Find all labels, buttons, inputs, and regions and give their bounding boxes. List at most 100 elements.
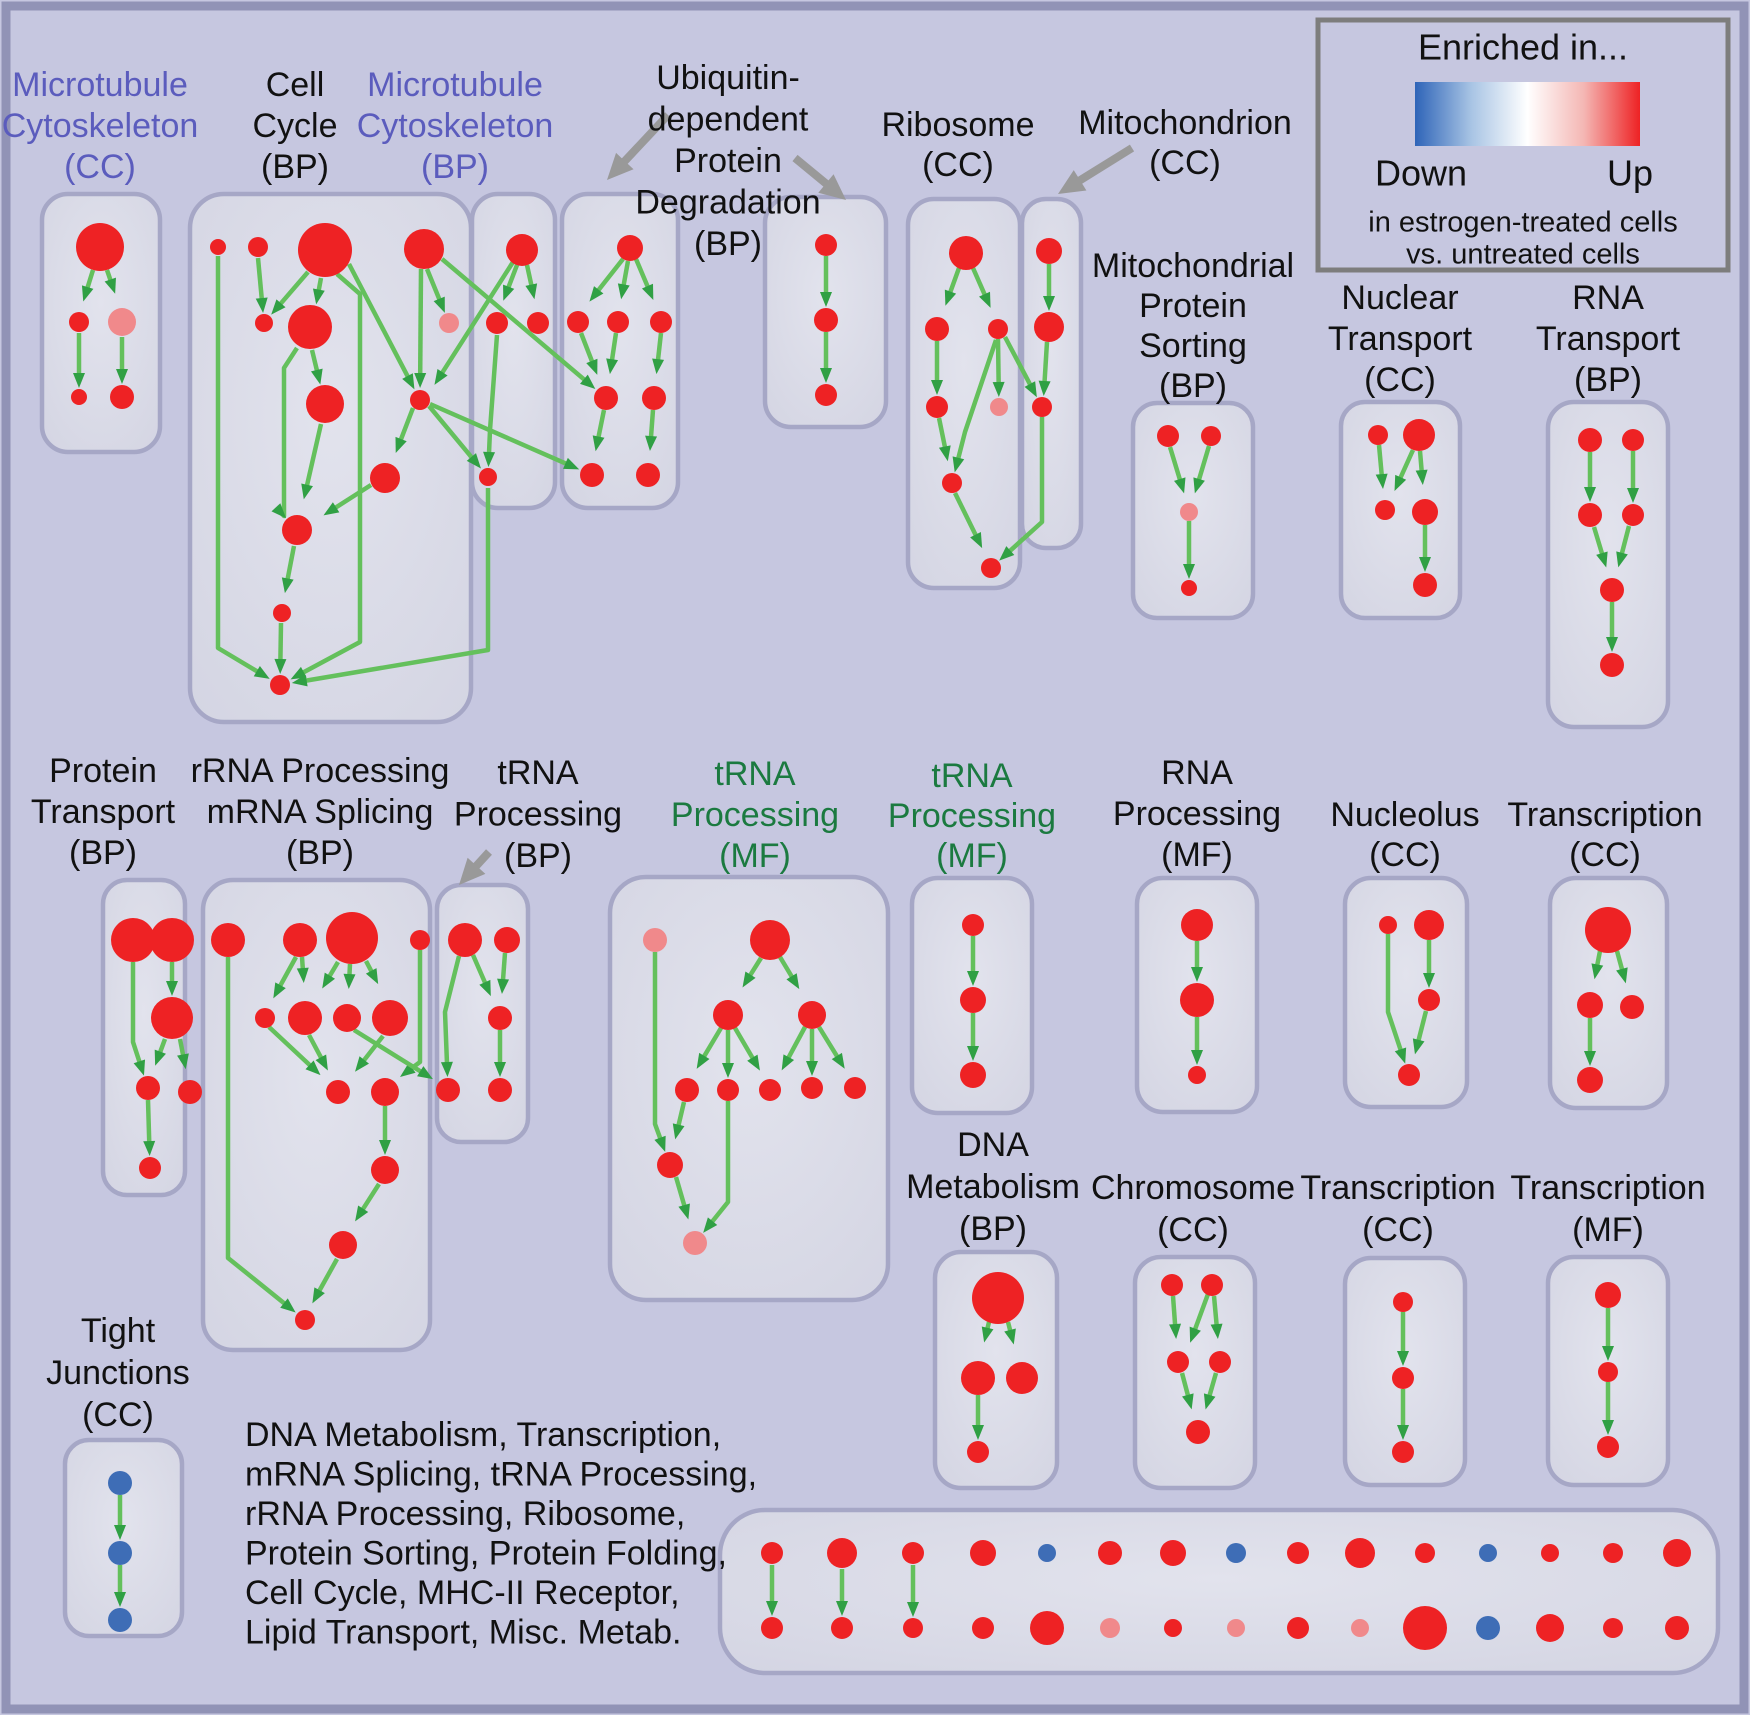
cluster-label-ubiquitin: (BP) [694, 225, 762, 263]
go-term-node [1161, 1274, 1183, 1296]
mitochondrion-arrow [1058, 144, 1135, 194]
edge-cell-cycle [323, 483, 373, 516]
cluster-label-tight-junctions: Junctions [46, 1354, 190, 1392]
go-term-node [1600, 578, 1624, 602]
go-term-node [761, 1617, 783, 1639]
cluster-box-rna-transport [1545, 399, 1671, 730]
edge-protein-transport [166, 962, 178, 996]
cluster-box-shared-strip [717, 1507, 1721, 1676]
edge-cell-cycle [312, 277, 325, 305]
cluster-label-mps: Mitochondrial [1092, 247, 1294, 285]
edge-protein-transport [154, 1038, 168, 1066]
cluster-label-tight-junctions: Tight [81, 1312, 156, 1350]
edge-rna-transport [1584, 452, 1596, 502]
go-term-node [972, 1617, 994, 1639]
edge-cell-cycle [271, 346, 299, 519]
edge-trna-mf-1 [806, 1029, 818, 1076]
cluster-label-trna-mf-2: Processing [888, 797, 1056, 835]
edge-rna-transport [1627, 451, 1639, 503]
go-term-node [1578, 428, 1602, 452]
go-term-node [282, 515, 312, 545]
edge-trna-mf-2 [967, 1013, 979, 1061]
go-term-node [108, 308, 136, 336]
cluster-label-ubiquitin: Ubiquitin- [656, 59, 800, 97]
go-term-node [657, 1152, 683, 1178]
go-term-node [1603, 1543, 1623, 1563]
go-term-node [1379, 916, 1397, 934]
edge-nuclear-transport [1394, 449, 1416, 491]
edge-cell-cycle [255, 257, 268, 314]
cluster-label-ubiquitin: dependent [648, 100, 809, 138]
go-term-node [436, 1078, 460, 1102]
misc-list-line: mRNA Splicing, tRNA Processing, [245, 1455, 757, 1493]
go-term-node [903, 1618, 923, 1638]
edge-mps [1183, 521, 1195, 579]
cluster-label-protein-transport: Protein [49, 752, 157, 790]
edge-trna-mf-1 [817, 1025, 845, 1069]
edge-cell-cycle [290, 272, 363, 680]
misc-list-line: rRNA Processing, Ribosome, [245, 1495, 685, 1533]
cluster-label-trna-mf-2: tRNA [931, 757, 1013, 795]
go-term-node [488, 1078, 512, 1102]
legend: Enriched in... Down Up in estrogen-treated … [1315, 17, 1731, 273]
go-term-node [69, 312, 89, 332]
go-term-node [1665, 1616, 1689, 1640]
cluster-label-ribosome: (CC) [922, 146, 994, 184]
cluster-label-mitochondrion: (CC) [1149, 144, 1221, 182]
cluster-label-trna-bp: (BP) [504, 837, 572, 875]
cluster-label-mt-cc: (CC) [64, 148, 136, 186]
legend-subtitle-1: in estrogen-treated cells [1368, 207, 1678, 239]
edge-ubiq-a [606, 332, 619, 375]
edge-cell-cycle [291, 488, 491, 687]
cluster-boxes [39, 191, 1721, 1676]
go-term-node [1160, 1540, 1186, 1566]
go-term-node [1098, 1541, 1122, 1565]
go-term-node [326, 912, 378, 964]
edge-rrna [352, 1028, 433, 1080]
edge-rna-transport [1616, 525, 1632, 568]
edge-ribosome [999, 417, 1045, 561]
ubiquitin-right-arrow [792, 154, 846, 200]
edge-cell-cycle [395, 407, 416, 454]
go-term-node [488, 1006, 512, 1030]
go-term-node [1032, 397, 1052, 417]
misc-list-line: DNA Metabolism, Transcription, [245, 1416, 721, 1454]
edge-nuclear-transport [1415, 450, 1428, 486]
go-term-node [815, 234, 837, 256]
misc-list-line: Protein Sorting, Protein Folding, [245, 1534, 727, 1572]
edge-trna-mf-1 [778, 955, 800, 990]
go-term-node [1201, 426, 1221, 446]
cluster-label-cell-cycle: (BP) [261, 148, 329, 186]
edge-nuclear-transport [1375, 444, 1388, 490]
go-term-node [210, 239, 226, 255]
go-term-node [108, 1608, 132, 1632]
go-term-node [815, 384, 837, 406]
edge-trna-mf-2 [967, 936, 979, 986]
go-term-node [486, 312, 508, 334]
go-term-node [136, 1076, 160, 1100]
edge-trna-mf-1 [673, 1176, 690, 1220]
edge-ribosome [936, 417, 951, 462]
cluster-label-ribosome: Ribosome [881, 106, 1034, 144]
go-term-node [1479, 1544, 1497, 1562]
cluster-box-nuclear-transport [1338, 399, 1463, 621]
go-term-node [1034, 312, 1064, 342]
go-term-node [1392, 1441, 1414, 1463]
go-term-node [801, 1077, 823, 1099]
go-term-node [248, 237, 268, 257]
edge-ubiq-a [617, 260, 631, 300]
trna-bp-arrow [459, 849, 492, 885]
edge-trna-bp [470, 954, 491, 997]
go-term-node [970, 1540, 996, 1566]
cluster-label-rna-transport: RNA [1572, 279, 1644, 317]
edge-strip [907, 1565, 919, 1617]
go-term-node [960, 1062, 986, 1088]
edge-tight-junctions [114, 1565, 126, 1607]
go-term-node [617, 235, 643, 261]
edge-ubiq-a [633, 258, 654, 300]
go-term-node [371, 1078, 399, 1106]
go-term-node [1663, 1539, 1691, 1567]
cluster-label-chromosome: Chromosome [1091, 1169, 1295, 1207]
edge-rrna [355, 1034, 385, 1072]
